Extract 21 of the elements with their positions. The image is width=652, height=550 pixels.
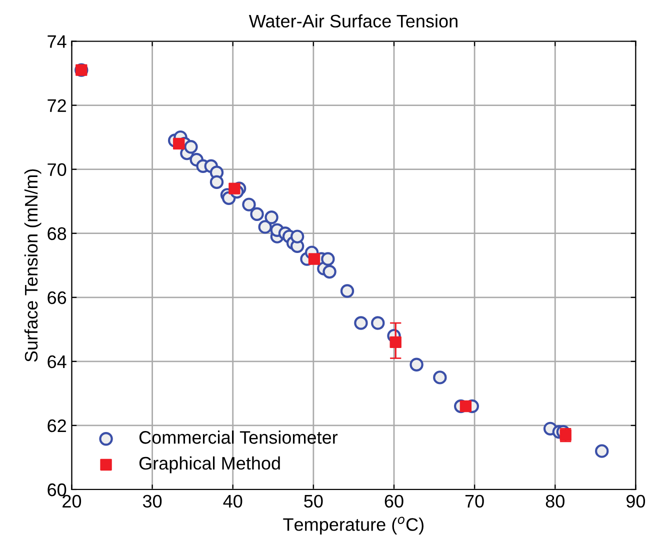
x-tick-label: 20 <box>62 494 82 508</box>
x-tick-label: 70 <box>465 494 484 508</box>
y-tick-label: 64 <box>48 355 66 368</box>
x-tick-label: 40 <box>223 494 242 508</box>
y-tick-label: 74 <box>48 35 66 48</box>
legend-label: Commercial Tensiometer <box>139 430 338 444</box>
y-tick-label: 72 <box>48 99 66 112</box>
x-tick-label: 50 <box>304 494 323 508</box>
legend-label: Graphical Method <box>139 456 280 474</box>
y-tick-label: 62 <box>48 419 66 432</box>
y-tick-label: 68 <box>48 227 66 240</box>
x-tick-label: 60 <box>384 494 404 508</box>
y-tick-label: 60 <box>48 483 66 496</box>
chart-title: Water-Air Surface Tension <box>248 14 458 28</box>
x-axis-title: Temperature ($^{o}$C) <box>283 516 424 534</box>
x-tick-label: 90 <box>626 494 646 508</box>
x-tick-label: 80 <box>546 494 564 508</box>
x-tick-label: 30 <box>142 494 162 508</box>
y-axis-title: Surface Tension (mN/m) <box>24 169 42 362</box>
y-tick-label: 66 <box>48 291 66 304</box>
y-tick-label: 70 <box>48 163 66 176</box>
